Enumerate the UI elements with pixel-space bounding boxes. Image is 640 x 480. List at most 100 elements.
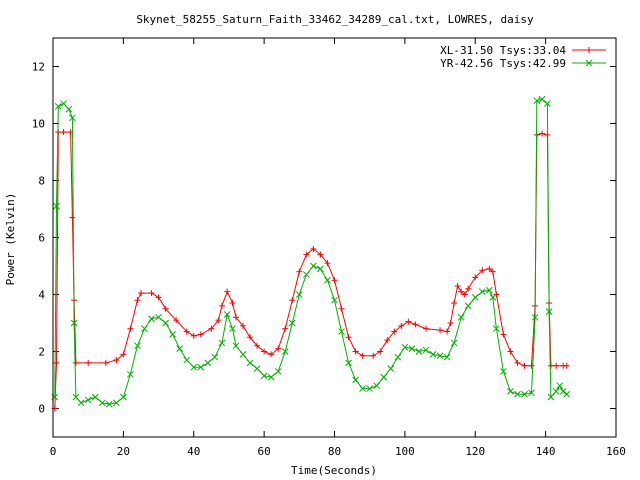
- y-tick-label: 6: [38, 232, 45, 245]
- data-point: [338, 328, 345, 335]
- data-point: [547, 362, 554, 369]
- data-point: [394, 353, 402, 361]
- data-point: [223, 311, 231, 318]
- data-point: [240, 322, 247, 329]
- data-point: [72, 393, 80, 401]
- data-point: [295, 291, 303, 298]
- data-point: [485, 286, 493, 294]
- data-point: [556, 382, 564, 390]
- y-tick-label: 4: [38, 289, 45, 302]
- series-group: [51, 95, 571, 412]
- data-point: [113, 357, 120, 364]
- data-point: [120, 351, 127, 358]
- data-point: [387, 365, 395, 372]
- x-tick-label: 40: [187, 445, 200, 458]
- y-tick-label: 0: [38, 403, 45, 416]
- data-point: [450, 339, 458, 347]
- x-tick-label: 20: [117, 445, 130, 458]
- data-point: [398, 322, 405, 329]
- data-point: [260, 372, 268, 380]
- data-point: [54, 103, 62, 110]
- data-point: [366, 385, 374, 392]
- data-point: [268, 351, 275, 358]
- data-point: [451, 300, 458, 307]
- data-point: [229, 300, 236, 307]
- x-tick-label: 140: [536, 445, 556, 458]
- plot-frame: [52, 37, 617, 438]
- data-point: [461, 291, 468, 298]
- data-point: [229, 325, 236, 333]
- data-point: [275, 345, 282, 352]
- data-point: [77, 399, 85, 407]
- data-point: [539, 130, 546, 137]
- data-point: [183, 328, 190, 335]
- data-point: [437, 327, 444, 334]
- data-point: [331, 296, 338, 304]
- data-point: [380, 373, 388, 381]
- x-tick-label: 100: [395, 445, 415, 458]
- data-point: [218, 302, 225, 309]
- data-point: [155, 294, 162, 301]
- data-point: [239, 350, 247, 358]
- data-point: [65, 105, 73, 113]
- legend-marker: [586, 47, 592, 53]
- data-point: [454, 282, 461, 289]
- data-point: [359, 352, 366, 359]
- data-point: [60, 129, 67, 136]
- data-point: [545, 308, 553, 315]
- data-point: [98, 399, 106, 407]
- data-point: [261, 348, 268, 355]
- data-point: [384, 337, 391, 344]
- y-axis-label: Power (Kelvin): [4, 193, 17, 286]
- data-point: [338, 305, 345, 312]
- data-point: [162, 305, 169, 312]
- series-1: [51, 95, 571, 408]
- data-point: [533, 97, 541, 105]
- data-point: [169, 331, 176, 338]
- data-point: [68, 114, 76, 122]
- data-point: [528, 389, 535, 397]
- data-point: [493, 291, 500, 298]
- data-point: [345, 359, 352, 367]
- data-point: [493, 325, 500, 333]
- data-point: [134, 342, 141, 350]
- data-point: [478, 288, 486, 296]
- data-point: [507, 348, 514, 355]
- data-point: [183, 356, 191, 364]
- x-tick-label: 120: [465, 445, 485, 458]
- data-point: [102, 359, 109, 366]
- data-point: [105, 400, 113, 408]
- data-point: [471, 293, 479, 301]
- data-point: [521, 390, 528, 398]
- data-point: [53, 359, 60, 366]
- data-point: [148, 315, 155, 323]
- data-point: [352, 376, 359, 384]
- data-point: [60, 100, 67, 107]
- data-point: [443, 353, 451, 361]
- data-point: [53, 202, 60, 210]
- data-point: [373, 382, 381, 390]
- data-point: [465, 285, 472, 292]
- data-point: [197, 331, 204, 338]
- data-point: [148, 290, 155, 297]
- data-point: [514, 390, 521, 398]
- data-point: [208, 325, 215, 332]
- data-point: [563, 362, 570, 369]
- data-point: [127, 325, 134, 332]
- series-0: [51, 129, 570, 412]
- y-tick-label: 12: [32, 61, 45, 74]
- chart-title: Skynet_58255_Saturn_Faith_33462_34289_ca…: [136, 13, 534, 26]
- data-point: [531, 313, 539, 321]
- data-point: [458, 288, 465, 295]
- data-point: [204, 359, 212, 367]
- data-point: [296, 268, 303, 275]
- series-line: [54, 98, 568, 405]
- data-point: [553, 362, 560, 369]
- data-point: [415, 348, 423, 355]
- data-point: [155, 313, 162, 321]
- data-point: [401, 343, 409, 351]
- data-point: [267, 373, 275, 381]
- data-point: [317, 251, 324, 258]
- data-point: [507, 388, 514, 395]
